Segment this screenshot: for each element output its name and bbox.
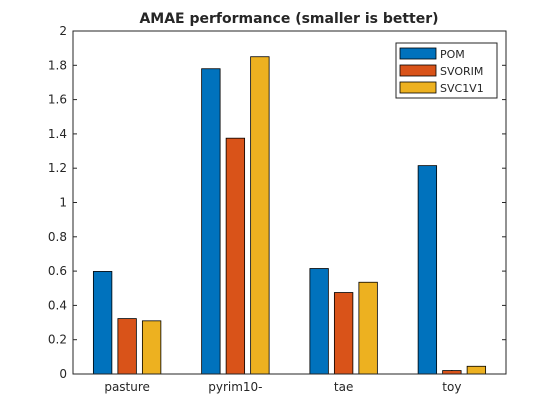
y-tick-label: 2 xyxy=(59,24,67,38)
chart-title: AMAE performance (smaller is better) xyxy=(139,11,438,27)
y-tick-label: 0.2 xyxy=(48,333,67,347)
y-tick-label: 0.8 xyxy=(48,230,67,244)
legend-swatch-svc1v1 xyxy=(399,81,437,94)
axes-box xyxy=(72,30,507,375)
bar-svorim-toy xyxy=(442,370,462,375)
y-tick-label: 1.8 xyxy=(48,58,67,72)
bar-svc1v1-toy xyxy=(466,365,487,375)
y-tick-label: 0 xyxy=(59,367,67,381)
y-tick-label: 1.6 xyxy=(48,93,67,107)
bar-svorim-pyrim10 xyxy=(225,137,246,375)
y-tick-label: 0.4 xyxy=(48,298,67,312)
plot-area: 0 0.2 0.4 0.6 0.8 1 1.2 1.4 1.6 1.8 2 pasture pyrim1… xyxy=(48,24,506,394)
legend-swatch-pom xyxy=(399,47,437,60)
x-tick-label: toy xyxy=(442,380,461,394)
y-tick-label: 1.2 xyxy=(48,161,67,175)
y-tick-label: 0.6 xyxy=(48,264,67,278)
bar-pom-pyrim10 xyxy=(201,68,221,375)
x-tick-label: pyrim10- xyxy=(208,380,262,394)
bar-pom-pasture xyxy=(92,271,113,375)
y-tick-label: 1 xyxy=(59,196,67,210)
legend-label-svc1v1: SVC1V1 xyxy=(440,82,484,95)
bar-pom-toy xyxy=(417,165,438,375)
y-tick-label: 1.4 xyxy=(48,127,67,141)
x-tick-label: pasture xyxy=(104,380,150,394)
bar-svc1v1-tae xyxy=(358,281,378,375)
bar-svc1v1-pyrim10 xyxy=(250,56,270,375)
x-tick-label: tae xyxy=(334,380,353,394)
legend-swatch-svorim xyxy=(399,64,437,77)
legend-label-svorim: SVORIM xyxy=(440,65,483,78)
legend: POM SVORIM SVC1V1 xyxy=(395,42,498,99)
legend-label-pom: POM xyxy=(440,48,465,61)
bar-svorim-tae xyxy=(333,292,354,375)
bar-pom-tae xyxy=(309,268,329,375)
bar-svc1v1-pasture xyxy=(141,320,162,375)
bar-svorim-pasture xyxy=(117,318,137,375)
